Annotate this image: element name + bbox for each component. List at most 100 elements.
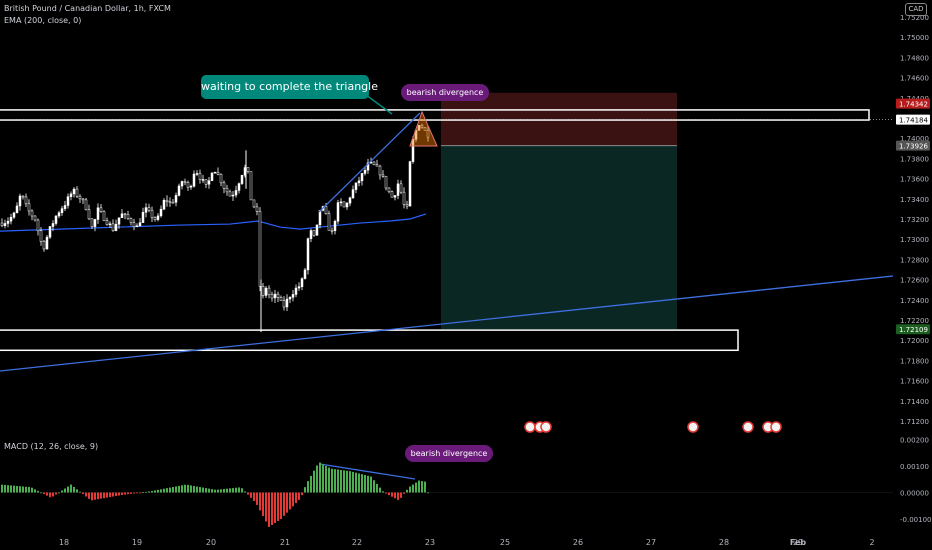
candle-body bbox=[264, 287, 268, 296]
candle-body bbox=[378, 165, 382, 176]
candle-body bbox=[27, 203, 31, 212]
economic-event-icon[interactable] bbox=[687, 421, 699, 433]
candle-body bbox=[279, 297, 283, 301]
price-tick-label: 1.71400 bbox=[900, 398, 929, 406]
macd-bar bbox=[115, 492, 117, 497]
macd-tick-label: 0.00200 bbox=[900, 437, 929, 445]
candle-body bbox=[216, 171, 220, 175]
candle-body bbox=[198, 173, 202, 180]
horizontal-boxes[interactable] bbox=[0, 109, 893, 352]
price-tick-label: 1.74600 bbox=[900, 75, 929, 83]
economic-event-icon[interactable] bbox=[540, 421, 552, 433]
macd-bar bbox=[124, 492, 126, 495]
macd-bar bbox=[94, 492, 96, 500]
macd-bar bbox=[304, 487, 306, 493]
candle-body bbox=[39, 230, 43, 242]
macd-bar bbox=[64, 488, 66, 493]
candle-body bbox=[123, 213, 127, 216]
price-tick-label: 1.73000 bbox=[900, 236, 929, 244]
triangle-support-line[interactable] bbox=[318, 112, 421, 213]
candle-body bbox=[381, 174, 385, 177]
macd-bar bbox=[154, 490, 156, 493]
price-tick-label: 1.72000 bbox=[900, 337, 929, 345]
macd-bar bbox=[79, 491, 81, 493]
price-label-box bbox=[896, 324, 930, 335]
candle-body bbox=[252, 199, 256, 208]
macd-bar bbox=[172, 487, 174, 493]
candle-body bbox=[396, 183, 400, 196]
currency-badge[interactable]: CAD bbox=[905, 3, 927, 16]
price-tick-label: 1.72600 bbox=[900, 277, 929, 285]
macd-bar bbox=[76, 489, 78, 493]
triangle-note[interactable]: waiting to complete the triangle bbox=[201, 75, 378, 99]
macd-bar bbox=[202, 487, 204, 493]
candle-body bbox=[297, 286, 301, 289]
candle-body bbox=[54, 215, 58, 224]
candle-body bbox=[201, 179, 205, 181]
candle-body bbox=[237, 183, 241, 191]
price-axis[interactable]: 1.752001.750001.748001.746001.744001.740… bbox=[900, 14, 931, 524]
macd-bar bbox=[331, 468, 333, 493]
candle-body bbox=[312, 230, 316, 236]
macd-bar bbox=[379, 487, 381, 493]
time-tick-label: 28 bbox=[719, 538, 729, 547]
candle-body bbox=[249, 171, 253, 201]
candle-body bbox=[186, 182, 190, 188]
macd-bar bbox=[274, 492, 276, 523]
time-tick-label: 29 bbox=[793, 538, 803, 547]
candle-body bbox=[333, 221, 337, 231]
time-tick-label: 22 bbox=[352, 538, 362, 547]
macd-bar bbox=[397, 492, 399, 500]
macd-bar bbox=[142, 492, 144, 494]
macd-bar bbox=[313, 470, 315, 493]
macd-bar bbox=[235, 487, 237, 493]
macd-divergence-line[interactable] bbox=[319, 463, 416, 480]
time-tick-label: 20 bbox=[206, 538, 216, 547]
economic-event-icon[interactable] bbox=[770, 421, 782, 433]
candle-body bbox=[234, 190, 238, 196]
macd-bar bbox=[145, 491, 147, 493]
macd-bar bbox=[7, 485, 9, 493]
support-box[interactable] bbox=[0, 329, 739, 352]
macd-bar bbox=[19, 486, 21, 493]
economic-event-icon[interactable] bbox=[524, 421, 536, 433]
macd-bar bbox=[364, 475, 366, 493]
candle-body bbox=[174, 195, 178, 203]
time-tick-label: 26 bbox=[573, 538, 583, 547]
candle-body bbox=[231, 194, 235, 197]
macd-tick-label: 0.00100 bbox=[900, 463, 929, 471]
resistance-box[interactable] bbox=[0, 109, 870, 121]
candle-body bbox=[204, 179, 208, 185]
candle-body bbox=[258, 211, 262, 287]
candle-body bbox=[207, 180, 211, 185]
candle-body bbox=[291, 294, 295, 298]
macd-bar bbox=[208, 488, 210, 493]
divergence-label-macd[interactable]: bearish divergence bbox=[405, 445, 493, 462]
candle-body bbox=[150, 209, 154, 218]
macd-bar bbox=[148, 491, 150, 493]
candle-body bbox=[228, 191, 232, 197]
event-markers[interactable] bbox=[524, 421, 782, 433]
trendlines[interactable] bbox=[0, 91, 894, 480]
macd-bar bbox=[190, 485, 192, 493]
divergence-label-price[interactable]: bearish divergence bbox=[401, 84, 489, 101]
price-labels: 1.74342 1.74184 1.73926 1.72109 bbox=[896, 98, 930, 335]
economic-event-icon[interactable] bbox=[742, 421, 754, 433]
macd-bar bbox=[346, 470, 348, 493]
candle-body bbox=[153, 217, 157, 220]
candle-body bbox=[384, 176, 388, 189]
macd-bar bbox=[355, 472, 357, 493]
macd-bar bbox=[103, 492, 105, 499]
macd-bar bbox=[244, 491, 246, 493]
candle-body bbox=[246, 167, 250, 172]
candle-body bbox=[363, 169, 367, 174]
macd-bar bbox=[373, 480, 375, 493]
candle-body bbox=[87, 209, 91, 220]
bearish-triangle-marker[interactable] bbox=[409, 110, 438, 147]
macd-bar bbox=[361, 474, 363, 493]
price-tick-label: 1.71800 bbox=[900, 357, 929, 365]
ascending-trendline[interactable] bbox=[0, 275, 894, 372]
price-label-box bbox=[896, 140, 930, 151]
